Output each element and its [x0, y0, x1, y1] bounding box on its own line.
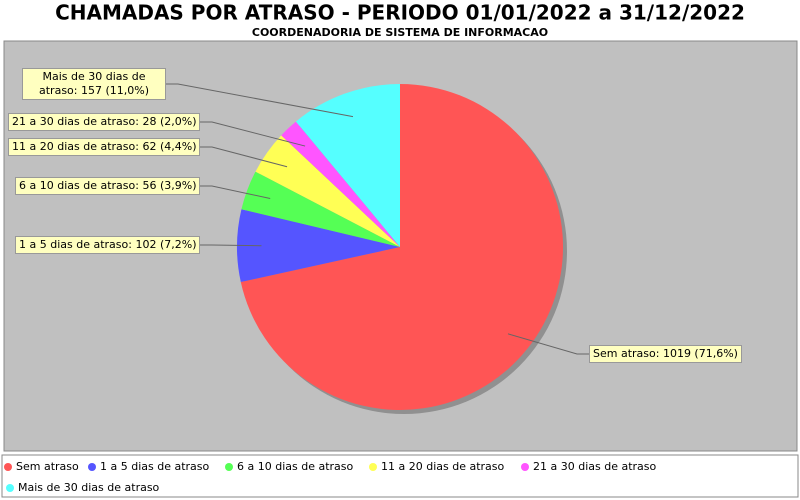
legend-marker	[225, 463, 233, 471]
pie-slice	[237, 209, 400, 282]
legend-marker	[88, 463, 96, 471]
legend-label: 11 a 20 dias de atraso	[381, 460, 505, 473]
legend-marker	[4, 463, 12, 471]
legend-marker	[6, 484, 14, 492]
legend-marker	[369, 463, 377, 471]
slice-label: 11 a 20 dias de atraso: 62 (4,4%)	[8, 138, 201, 156]
leader-line	[200, 244, 262, 247]
pie-slice	[295, 84, 400, 247]
legend-label: 6 a 10 dias de atraso	[237, 460, 354, 473]
legend-marker	[521, 463, 529, 471]
leader-line	[200, 146, 288, 168]
leader-line	[200, 185, 271, 200]
slice-label: 21 a 30 dias de atraso: 28 (2,0%)	[8, 113, 201, 131]
slice-label: Mais de 30 dias de atraso: 157 (11,0%)	[22, 68, 166, 100]
chart-subtitle: COORDENADORIA DE SISTEMA DE INFORMACAO	[252, 26, 548, 39]
slice-label: Sem atraso: 1019 (71,6%)	[589, 345, 742, 363]
leader-line	[200, 121, 306, 147]
legend-label: Sem atraso	[16, 460, 79, 473]
pie-slice	[255, 135, 400, 247]
leader-line	[507, 333, 589, 355]
legend-label: 21 a 30 dias de atraso	[533, 460, 657, 473]
slice-label: 6 a 10 dias de atraso: 56 (3,9%)	[15, 177, 201, 195]
pie-slice	[281, 121, 400, 247]
slice-label: 1 a 5 dias de atraso: 102 (7,2%)	[15, 236, 201, 254]
pie-slice	[241, 171, 400, 247]
legend-label: 1 a 5 dias de atraso	[100, 460, 210, 473]
leader-line	[166, 83, 354, 118]
legend-box	[1, 454, 799, 498]
legend-label: Mais de 30 dias de atraso	[18, 481, 160, 494]
chart-title: CHAMADAS POR ATRASO - PERIODO 01/01/2022…	[55, 1, 745, 25]
pie-slice	[240, 84, 564, 410]
